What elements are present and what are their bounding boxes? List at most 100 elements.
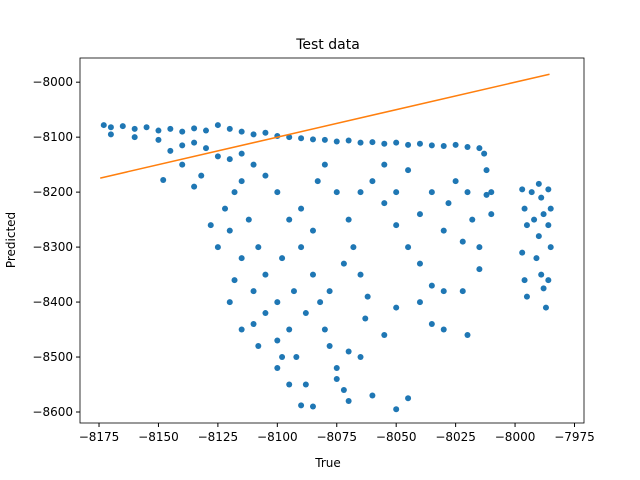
point bbox=[167, 147, 174, 154]
point bbox=[416, 299, 423, 306]
point bbox=[416, 140, 423, 147]
point bbox=[143, 124, 150, 131]
point bbox=[523, 222, 530, 229]
point bbox=[274, 189, 281, 196]
point bbox=[523, 293, 530, 300]
point bbox=[357, 189, 364, 196]
point bbox=[345, 137, 352, 144]
point bbox=[545, 277, 552, 284]
point bbox=[298, 205, 305, 212]
x-axis-label: True bbox=[314, 456, 341, 470]
point bbox=[226, 299, 233, 306]
point bbox=[416, 260, 423, 267]
point bbox=[274, 299, 281, 306]
point bbox=[542, 304, 549, 311]
point bbox=[369, 139, 376, 146]
point bbox=[405, 141, 412, 148]
point bbox=[519, 186, 526, 193]
point bbox=[302, 381, 309, 388]
point bbox=[452, 141, 459, 148]
point bbox=[459, 238, 466, 245]
point bbox=[521, 277, 528, 284]
point bbox=[238, 178, 245, 185]
point bbox=[107, 131, 114, 138]
point bbox=[488, 189, 495, 196]
y-tick-label: −8100 bbox=[32, 130, 73, 144]
point bbox=[545, 222, 552, 229]
point bbox=[476, 266, 483, 273]
point bbox=[483, 191, 490, 198]
point bbox=[540, 211, 547, 218]
point bbox=[464, 144, 471, 151]
point bbox=[362, 315, 369, 322]
x-tick-label: −8000 bbox=[495, 430, 536, 444]
point bbox=[381, 161, 388, 168]
point bbox=[203, 145, 209, 152]
point bbox=[393, 406, 400, 413]
point bbox=[488, 211, 495, 218]
point bbox=[238, 326, 245, 333]
point bbox=[428, 142, 435, 149]
x-tick-label: −7975 bbox=[554, 430, 595, 444]
plot-frame bbox=[79, 57, 585, 424]
point bbox=[250, 161, 257, 168]
point bbox=[131, 134, 138, 141]
point bbox=[203, 127, 209, 134]
y-tick-label: −8000 bbox=[32, 75, 73, 89]
point bbox=[286, 134, 293, 141]
point bbox=[309, 136, 316, 143]
y-tick-label: −8600 bbox=[32, 405, 73, 419]
point bbox=[155, 136, 162, 143]
chart-title: Test data bbox=[295, 37, 360, 53]
point bbox=[405, 167, 412, 174]
point bbox=[405, 395, 412, 402]
point bbox=[100, 122, 107, 129]
point bbox=[345, 216, 352, 223]
point bbox=[381, 200, 388, 207]
x-tick-label: −8175 bbox=[79, 430, 120, 444]
point bbox=[231, 277, 238, 284]
point bbox=[321, 161, 328, 168]
y-tick-label: −8400 bbox=[32, 295, 73, 309]
point bbox=[191, 183, 198, 190]
point bbox=[321, 136, 328, 143]
point bbox=[340, 387, 347, 394]
point bbox=[290, 288, 297, 295]
x-tick-label: −8050 bbox=[376, 430, 417, 444]
point bbox=[167, 125, 174, 132]
point bbox=[464, 189, 471, 196]
point bbox=[198, 172, 205, 179]
point bbox=[538, 194, 545, 201]
point bbox=[262, 310, 269, 317]
point bbox=[528, 189, 535, 196]
point bbox=[481, 150, 488, 157]
point bbox=[255, 244, 262, 251]
point bbox=[345, 348, 352, 355]
point bbox=[309, 271, 316, 278]
point bbox=[440, 142, 447, 149]
point bbox=[207, 222, 214, 229]
point bbox=[540, 285, 547, 292]
point bbox=[440, 227, 447, 234]
point bbox=[250, 321, 257, 328]
point bbox=[393, 222, 400, 229]
x-tick-label: −8025 bbox=[435, 430, 476, 444]
point bbox=[428, 321, 435, 328]
point bbox=[293, 354, 300, 361]
point bbox=[286, 381, 293, 388]
point bbox=[279, 354, 286, 361]
point bbox=[428, 282, 435, 289]
point bbox=[245, 216, 252, 223]
point bbox=[533, 255, 540, 262]
point bbox=[428, 189, 435, 196]
point bbox=[286, 326, 293, 333]
point bbox=[535, 180, 542, 187]
point bbox=[231, 189, 238, 196]
point bbox=[393, 139, 400, 146]
y-tick-label: −8500 bbox=[32, 350, 73, 364]
point bbox=[547, 205, 554, 212]
point bbox=[279, 255, 286, 262]
point bbox=[521, 205, 528, 212]
point bbox=[274, 337, 281, 344]
point bbox=[357, 271, 364, 278]
